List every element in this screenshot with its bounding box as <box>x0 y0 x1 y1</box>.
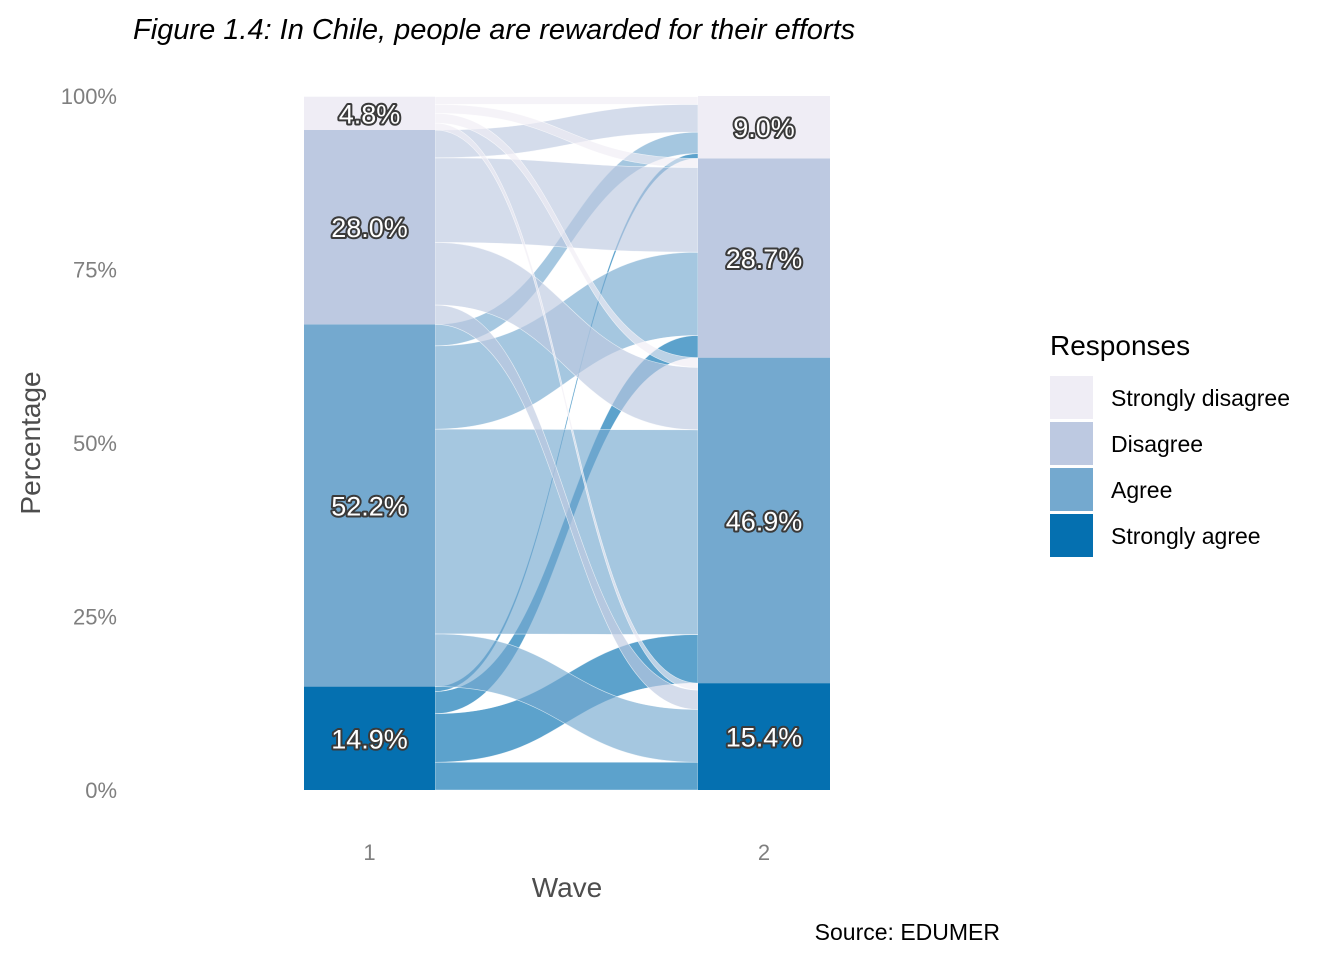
legend-label-strongly-disagree: Strongly disagree <box>1111 385 1290 411</box>
bar-segment-wave-1-strongly-disagree <box>304 96 435 131</box>
legend-title: Responses <box>1050 330 1190 361</box>
bar-labels: 14.9% 52.2% 28.0% 4.8% 15.4% 46.9% 28.7% 9.0% <box>329 97 804 756</box>
legend: Responses Strongly disagree Disagree Agree… <box>1050 330 1290 557</box>
y-tick-label: 75% <box>73 258 117 283</box>
caption: Source: EDUMER <box>815 919 1000 945</box>
legend-label-strongly-agree: Strongly agree <box>1111 523 1261 549</box>
bar-segment-wave-1-strongly-agree <box>304 686 435 790</box>
legend-swatch-disagree <box>1050 422 1093 465</box>
bar-label-wave-1-agree: 52.2% <box>331 491 408 521</box>
y-tick-label: 100% <box>61 84 117 109</box>
legend-label-disagree: Disagree <box>1111 431 1203 457</box>
bar-segment-wave-1-disagree <box>304 130 435 325</box>
bar-label-wave-1-strongly-agree: 14.9% <box>331 724 408 754</box>
y-tick-label: 25% <box>73 605 117 630</box>
bar-label-wave-2-agree: 46.9% <box>726 506 803 536</box>
bar-label-wave-2-disagree: 28.7% <box>726 244 803 274</box>
legend-swatch-strongly-disagree <box>1050 376 1093 419</box>
y-tick-label: 0% <box>85 778 117 803</box>
bar-label-wave-2-strongly-disagree: 9.0% <box>733 113 795 143</box>
flows <box>434 96 699 791</box>
y-axis-title: Percentage <box>15 371 46 514</box>
y-tick-label: 50% <box>73 431 117 456</box>
y-axis: 0% 25% 50% 75% 100% <box>61 84 117 803</box>
bar-label-wave-1-strongly-disagree: 4.8% <box>339 99 401 129</box>
flow-strongly-disagree-to-strongly-disagree <box>434 96 699 105</box>
legend-swatch-strongly-agree <box>1050 514 1093 557</box>
x-tick-label: 1 <box>363 840 375 865</box>
x-tick-label: 2 <box>758 840 770 865</box>
legend-label-agree: Agree <box>1111 477 1172 503</box>
bar-segment-wave-2-agree <box>698 357 830 684</box>
stacked-bars <box>304 96 830 790</box>
flow-strongly-agree-to-strongly-agree <box>434 761 699 791</box>
bar-segment-wave-1-agree <box>304 324 435 687</box>
bar-segment-wave-2-strongly-agree <box>698 683 830 790</box>
bar-label-wave-2-strongly-agree: 15.4% <box>726 723 803 753</box>
bar-segment-wave-2-strongly-disagree <box>698 96 830 159</box>
flow-agree-to-agree <box>434 428 699 635</box>
bar-segment-wave-2-disagree <box>698 158 830 358</box>
x-axis-title: Wave <box>532 872 603 903</box>
bar-label-wave-1-disagree: 28.0% <box>331 213 408 243</box>
legend-swatch-agree <box>1050 468 1093 511</box>
chart-title: Figure 1.4: In Chile, people are rewarde… <box>133 14 855 46</box>
